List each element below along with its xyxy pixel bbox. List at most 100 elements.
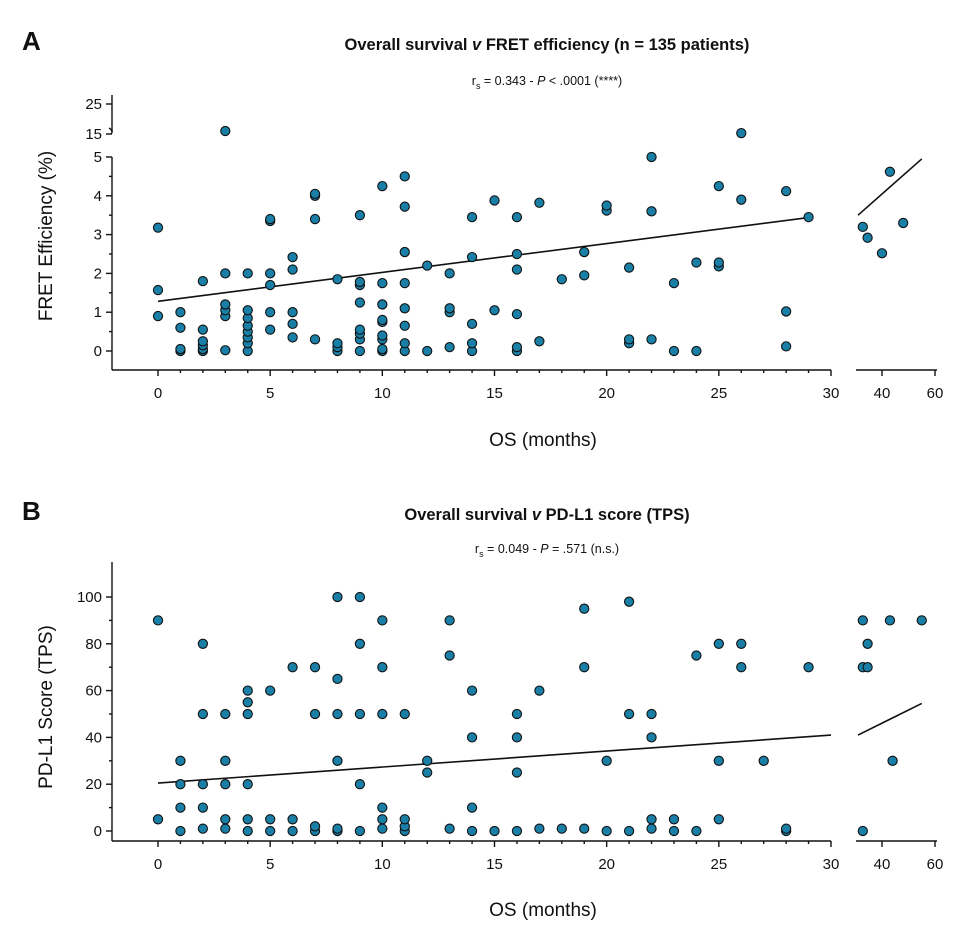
panel-b-data-point bbox=[862, 638, 873, 649]
panel-a-x-tick-label: 0 bbox=[154, 385, 162, 402]
panel-b-data-point bbox=[242, 825, 253, 837]
panel-a-data-point bbox=[242, 268, 253, 279]
panel-a-data-point bbox=[511, 248, 523, 260]
panel-b-data-point bbox=[579, 823, 590, 834]
panel-b-data-point bbox=[220, 823, 231, 834]
panel-b-data-point bbox=[601, 755, 612, 766]
panel-a-data-point bbox=[646, 206, 657, 217]
panel-a-y-tick-label: 3 bbox=[94, 227, 102, 244]
panel-a-x-tick-label: 20 bbox=[598, 385, 615, 402]
panel-a-data-point bbox=[354, 324, 366, 335]
panel-b-data-point bbox=[916, 615, 927, 626]
panel-b-data-point bbox=[220, 755, 231, 766]
panel-a-data-point bbox=[265, 307, 276, 318]
panel-b-data-point bbox=[265, 814, 276, 825]
panel-b-data-point bbox=[668, 814, 680, 825]
panel-a-data-point bbox=[309, 334, 321, 345]
panel-b-data-point bbox=[758, 755, 769, 766]
panel-b-data-point bbox=[646, 814, 657, 825]
panel-a-data-point bbox=[646, 151, 657, 163]
panel-a-data-point bbox=[884, 166, 896, 177]
panel-a-data-point bbox=[579, 270, 590, 281]
panel-b-data-point bbox=[265, 685, 276, 696]
panel-a-data-point bbox=[377, 180, 388, 192]
panel-b-data-point bbox=[309, 821, 321, 832]
panel-b-data-point bbox=[242, 814, 253, 825]
panel-b-data-point bbox=[511, 825, 523, 837]
panel-a-data-point bbox=[511, 264, 523, 275]
panel-b-y-tick-label: 0 bbox=[94, 823, 102, 840]
panel-b-data-point bbox=[556, 823, 567, 834]
panel-a-y-tick-label: 2 bbox=[94, 265, 102, 282]
panel-a-data-point bbox=[803, 211, 814, 223]
panel-a-data-point bbox=[780, 185, 792, 197]
panel-a-x-tick-label: 5 bbox=[266, 385, 274, 402]
panel-a-data-point bbox=[466, 318, 478, 329]
panel-b-data-point bbox=[579, 662, 590, 673]
panel-a-ylabel: FRET Efficiency (%) bbox=[36, 151, 57, 321]
panel-b-data-point bbox=[736, 638, 747, 649]
panel-b-data-point bbox=[691, 825, 702, 837]
panel-b-data-point bbox=[197, 779, 209, 790]
panel-b-data-point bbox=[422, 755, 433, 766]
panel-a-data-point bbox=[197, 276, 209, 287]
panel-a-data-point bbox=[422, 260, 433, 271]
panel-a-data-point bbox=[242, 305, 253, 316]
panel-a-data-point bbox=[152, 310, 164, 322]
panel-b-data-point bbox=[175, 825, 186, 837]
panel-b-letter: B bbox=[22, 496, 41, 526]
panel-b-data-point bbox=[354, 591, 366, 603]
panel-a-data-point bbox=[265, 324, 276, 335]
panel-a-data-point bbox=[668, 345, 680, 357]
panel-a-data-point bbox=[444, 303, 455, 314]
panel-b-data-point bbox=[623, 708, 635, 720]
panel-b-data-point bbox=[287, 662, 298, 673]
panel-b-y-tick-label: 20 bbox=[85, 776, 102, 793]
panel-b-data-point bbox=[197, 638, 209, 649]
panel-a-x-tick-label: 30 bbox=[823, 385, 840, 402]
panel-b-data-point bbox=[377, 823, 388, 834]
panel-b-x-tick-label: 25 bbox=[710, 856, 727, 873]
panel-b-data-point bbox=[713, 638, 724, 649]
panel-b-data-point bbox=[623, 596, 635, 607]
panel-b-data-point bbox=[444, 823, 455, 834]
panel-a-data-point bbox=[175, 322, 186, 333]
panel-b-data-point bbox=[242, 708, 253, 720]
panel-a-data-point bbox=[220, 299, 231, 310]
panel-a-data-point bbox=[534, 336, 545, 347]
panel-a-data-point bbox=[713, 180, 724, 192]
panel-b-y-tick-label: 80 bbox=[85, 636, 102, 653]
panel-b-data-point bbox=[175, 779, 186, 790]
panel-b-x-tick-label: 0 bbox=[154, 856, 162, 873]
panel-a-xlabel: OS (months) bbox=[489, 430, 597, 451]
panel-b-data-point bbox=[354, 825, 366, 837]
panel-a-data-point bbox=[309, 188, 321, 200]
panel-a-data-point bbox=[220, 125, 231, 137]
panel-b-data-point bbox=[862, 662, 873, 673]
panel-b-x-tick-label: 20 bbox=[598, 856, 615, 873]
panel-a-data-point bbox=[623, 334, 635, 345]
panel-a-data-point bbox=[265, 213, 276, 225]
panel-a-y-tick-label: 1 bbox=[94, 304, 102, 321]
panel-a-data-point bbox=[646, 334, 657, 345]
panel-a-data-point bbox=[354, 345, 366, 357]
panel-b-subtitle: rs = 0.049 - P = .571 (n.s.) bbox=[475, 542, 619, 559]
panel-a-x-tick-label: 25 bbox=[710, 385, 727, 402]
panel-a-data-point bbox=[332, 274, 343, 285]
panel-a-data-point bbox=[780, 341, 792, 352]
panel-a-y-tick-label: 0 bbox=[94, 343, 102, 360]
panel-b-data-point bbox=[668, 825, 680, 837]
panel-b-data-point bbox=[197, 708, 209, 720]
panel-a-data-point bbox=[399, 338, 410, 349]
panel-a-data-point bbox=[377, 277, 388, 289]
panel-a-data-point bbox=[399, 303, 410, 314]
panel-b-data-point bbox=[511, 708, 523, 720]
panel-a-y-tick-label: 15 bbox=[85, 126, 102, 143]
panel-a-x-tick-label: 10 bbox=[374, 385, 391, 402]
panel-a-y-break-mark bbox=[108, 127, 113, 135]
panel-a-data-point bbox=[668, 277, 680, 289]
panel-b-data-point bbox=[887, 755, 898, 766]
panel-b-data-point bbox=[265, 825, 276, 837]
panel-a-fit-line bbox=[157, 216, 809, 303]
panel-b-data-point bbox=[220, 779, 231, 790]
